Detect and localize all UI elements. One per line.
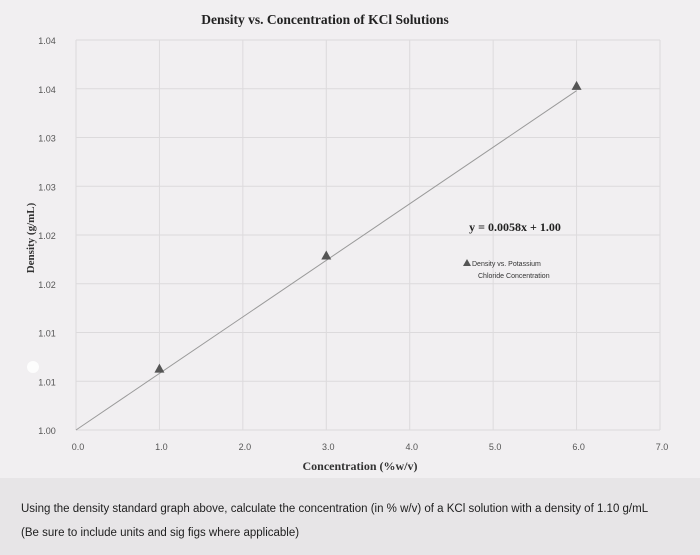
x-axis-tick-labels: 0.0 1.0 2.0 3.0 4.0 5.0 6.0 7.0 (72, 442, 669, 452)
legend-line-2: Chloride Concentration (478, 273, 550, 280)
trendline-group (75, 90, 577, 431)
data-points (154, 80, 582, 373)
data-point-triangle (154, 363, 165, 373)
y-tick-label: 1.03 (38, 182, 56, 192)
legend-line-1: Density vs. Potassium (472, 261, 541, 268)
y-tick-label: 1.01 (38, 377, 56, 387)
y-tick-label: 1.02 (38, 280, 56, 290)
x-tick-label: 2.0 (239, 442, 252, 452)
y-tick-label: 1.01 (38, 329, 56, 339)
y-tick-label: 1.02 (38, 231, 56, 241)
grid (75, 39, 661, 431)
y-tick-label: 1.03 (38, 134, 56, 144)
y-tick-label: 1.00 (38, 426, 56, 436)
y-tick-label: 1.04 (38, 36, 56, 46)
legend: Density vs. Potassium Chloride Concentra… (463, 259, 550, 280)
x-axis-label: Concentration (%w/v) (303, 459, 418, 473)
x-tick-label: 4.0 (405, 442, 418, 452)
chart-background (0, 0, 700, 478)
glare-dot (27, 361, 39, 373)
trendline (75, 90, 577, 431)
y-axis-tick-labels: 1.00 1.01 1.01 1.02 1.02 1.03 1.03 1.04 1.04 (38, 36, 56, 436)
data-point-triangle (571, 80, 582, 90)
x-tick-label: 7.0 (656, 442, 669, 452)
x-tick-label: 3.0 (322, 442, 335, 452)
x-tick-label: 5.0 (489, 442, 502, 452)
y-tick-label: 1.04 (38, 85, 56, 95)
legend-marker (463, 259, 471, 266)
y-axis-label: Density (g/mL) (25, 202, 37, 273)
x-tick-label: 6.0 (572, 442, 585, 452)
trendline-equation: y = 0.0058x + 1.00 (469, 220, 561, 234)
question-line-1: Using the density standard graph above, … (21, 503, 649, 515)
x-tick-label: 0.0 (72, 442, 85, 452)
data-point-triangle (321, 250, 332, 260)
x-tick-label: 1.0 (155, 442, 168, 452)
question-line-2: (Be sure to include units and sig figs w… (21, 527, 300, 539)
chart-title: Density vs. Concentration of KCl Solutio… (201, 12, 449, 27)
